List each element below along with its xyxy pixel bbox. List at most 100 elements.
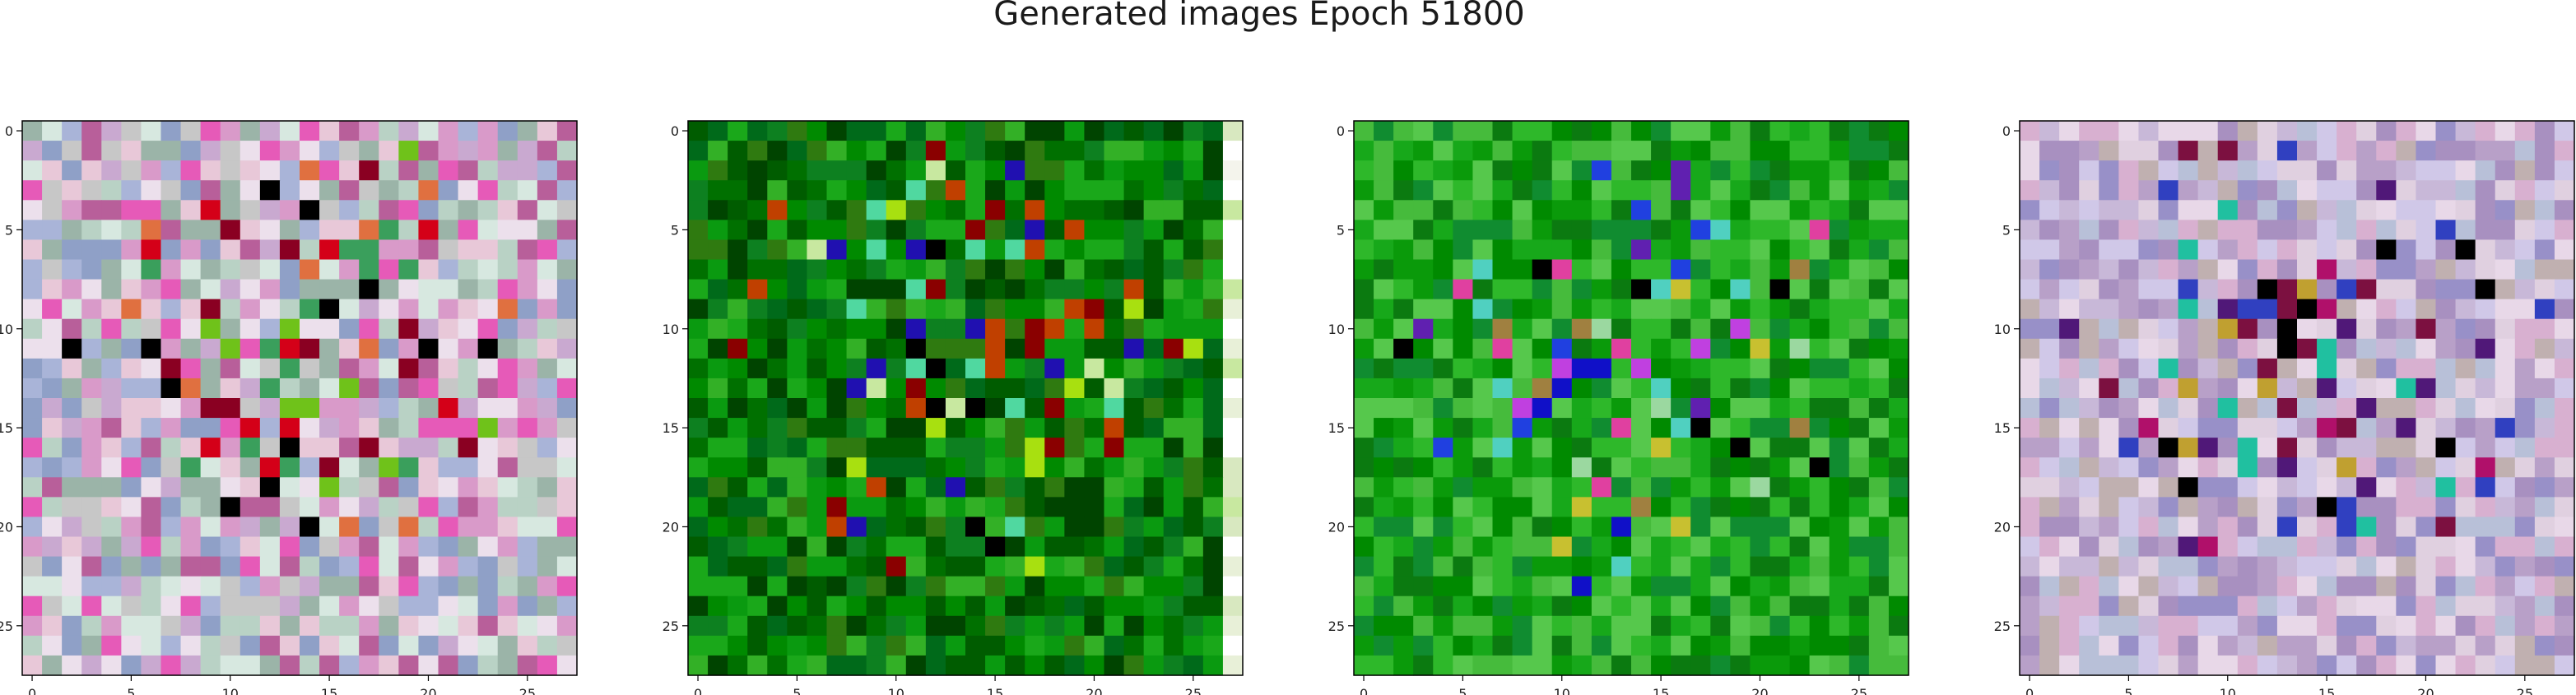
pixel: [2554, 239, 2575, 261]
pixel: [1710, 141, 1731, 161]
pixel: [458, 457, 479, 478]
pixel: [477, 358, 499, 379]
pixel: [180, 239, 202, 261]
pixel: [1829, 299, 1850, 320]
pixel: [1354, 595, 1374, 617]
pixel: [517, 200, 538, 220]
pixel: [1888, 180, 1909, 201]
pixel: [300, 438, 320, 458]
pixel: [2237, 358, 2258, 379]
pixel: [1789, 418, 1811, 438]
pixel: [418, 655, 439, 676]
pixel: [2178, 259, 2199, 280]
pixel: [1750, 497, 1771, 518]
pixel: [1123, 299, 1145, 320]
pixel: [180, 536, 202, 558]
pixel: [2158, 239, 2179, 261]
pixel: [1064, 556, 1086, 577]
pixel: [42, 536, 63, 558]
pixel: [1163, 378, 1184, 399]
pixel: [319, 220, 340, 241]
pixel: [62, 418, 82, 438]
axes-frame: [2019, 120, 2575, 676]
pixel: [807, 200, 828, 220]
pixel: [965, 615, 986, 637]
pixel: [121, 279, 142, 300]
pixel: [1183, 378, 1204, 399]
pixel: [398, 615, 420, 637]
pixel: [418, 180, 439, 201]
pixel: [1183, 121, 1204, 141]
pixel: [1730, 358, 1751, 379]
pixel: [1591, 615, 1612, 637]
pixel: [2217, 477, 2239, 498]
pixel: [537, 141, 558, 161]
pixel: [2197, 536, 2219, 558]
pixel: [807, 160, 828, 181]
pixel: [2554, 418, 2575, 438]
pixel: [1769, 536, 1791, 558]
pixel: [2376, 338, 2397, 359]
pixel: [1183, 259, 1204, 280]
pixel: [2059, 180, 2080, 201]
pixel: [477, 200, 499, 220]
pixel: [438, 655, 459, 676]
pixel: [2276, 121, 2298, 141]
pixel: [1710, 556, 1731, 577]
pixel: [180, 517, 202, 538]
pixel: [379, 497, 399, 518]
pixel: [1551, 615, 1573, 637]
pixel: [2178, 160, 2199, 181]
pixel: [279, 477, 300, 498]
pixel: [886, 259, 907, 280]
pixel: [339, 358, 360, 379]
pixel: [1888, 615, 1909, 637]
pixel: [200, 576, 221, 597]
pixel: [2059, 141, 2080, 161]
pixel: [1453, 398, 1474, 419]
pixel: [2534, 239, 2555, 261]
pixel: [42, 318, 63, 340]
pixel: [846, 635, 867, 656]
pixel: [497, 595, 518, 617]
pixel: [1730, 200, 1751, 220]
pixel: [2317, 141, 2337, 161]
pixel: [2039, 635, 2060, 656]
pixel: [925, 220, 946, 241]
pixel: [1143, 299, 1165, 320]
pixel: [2118, 556, 2140, 577]
pixel: [2337, 259, 2357, 280]
pixel: [1769, 438, 1791, 458]
pixel: [886, 595, 907, 617]
pixel: [1789, 457, 1811, 478]
pixel: [1690, 536, 1711, 558]
pixel: [537, 615, 558, 637]
pixel: [22, 338, 43, 359]
pixel: [985, 615, 1006, 637]
pixel: [925, 299, 946, 320]
pixel: [141, 477, 162, 498]
pixel: [2495, 318, 2516, 340]
pixel: [2416, 595, 2437, 617]
pixel: [807, 318, 828, 340]
pixel: [1433, 378, 1453, 399]
pixel: [1651, 239, 1672, 261]
pixel: [359, 438, 379, 458]
pixel: [497, 398, 518, 419]
pixel: [2039, 497, 2060, 518]
pixel: [22, 497, 43, 518]
pixel: [2554, 378, 2575, 399]
pixel: [2297, 615, 2318, 637]
pixel: [379, 556, 399, 577]
pixel: [708, 655, 728, 676]
pixel: [1888, 635, 1909, 656]
pixel: [1163, 220, 1184, 241]
pixel: [2178, 121, 2199, 141]
pixel: [1354, 655, 1374, 676]
pixel: [1551, 576, 1573, 597]
pixel: [1202, 517, 1224, 538]
pixel: [2039, 398, 2060, 419]
pixel: [1222, 556, 1244, 577]
pixel: [1472, 338, 1494, 359]
pixel: [2297, 595, 2318, 617]
